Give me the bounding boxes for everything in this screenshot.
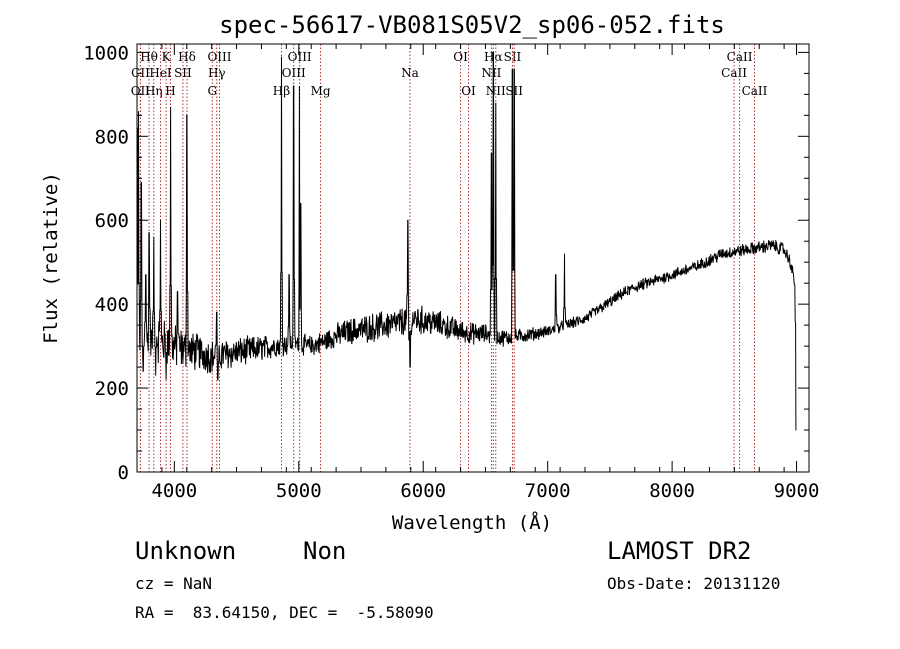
line-marker-label: H (165, 84, 175, 98)
line-marker-label: Mg (311, 84, 331, 98)
line-marker-label: Hθ (140, 50, 158, 64)
x-tick-label: 4000 (151, 480, 197, 502)
object-class: Unknown (135, 537, 237, 565)
line-marker-label: OIII (288, 50, 312, 64)
line-marker-label: NII (481, 66, 501, 80)
line-marker-label: G (207, 84, 217, 98)
redshift-cz: cz = NaN (135, 574, 213, 593)
line-marker-label: K (162, 50, 172, 64)
x-tick-label: 7000 (525, 480, 571, 502)
line-marker-label: SII (504, 50, 522, 64)
axes: 4000 5000 6000 7000 8000 9000 0 200 400 600 800 100… (83, 42, 819, 502)
line-marker-label: CaII (742, 84, 768, 98)
ra-dec: RA = 83.64150, DEC = -5.58090 (135, 603, 434, 622)
line-marker-label: Hδ (178, 50, 196, 64)
line-marker-label: OI (461, 84, 476, 98)
spectrum-line (136, 51, 797, 431)
x-tick-label: 6000 (400, 480, 446, 502)
line-marker-label: SII (174, 66, 192, 80)
line-marker-label: CaII (727, 50, 753, 64)
line-marker-label: CaII (721, 66, 747, 80)
line-marker-label: Na (401, 66, 419, 80)
x-tick-label: 8000 (649, 480, 695, 502)
line-marker-label: OIII (207, 50, 231, 64)
line-marker-label: Hγ (208, 66, 226, 80)
y-axis-label: Flux (relative) (40, 172, 62, 344)
line-marker-label: HeI (149, 66, 172, 80)
plot-frame (136, 43, 810, 473)
y-tick-label: 0 (118, 462, 129, 484)
x-tick-label: 5000 (276, 480, 322, 502)
x-tick-label: 9000 (774, 480, 820, 502)
y-tick-label: 200 (95, 378, 129, 400)
y-tick-label: 400 (95, 294, 129, 316)
line-marker-label: OI (453, 50, 468, 64)
line-marker-label: NII (486, 84, 506, 98)
survey-name: LAMOST DR2 (607, 537, 752, 565)
line-marker-label: OIII (282, 66, 306, 80)
object-subclass: Non (303, 537, 347, 565)
obs-date: Obs-Date: 20131120 (607, 574, 781, 593)
y-tick-label: 800 (95, 126, 129, 148)
spectrum-layer (136, 51, 797, 431)
y-tick-label: 1000 (83, 42, 129, 64)
line-marker-label: Hη (145, 84, 163, 98)
chart-title: spec-56617-VB081S05V2_sp06-052.fits (219, 11, 725, 39)
y-tick-label: 600 (95, 210, 129, 232)
x-axis-label: Wavelength (Å) (392, 511, 552, 534)
